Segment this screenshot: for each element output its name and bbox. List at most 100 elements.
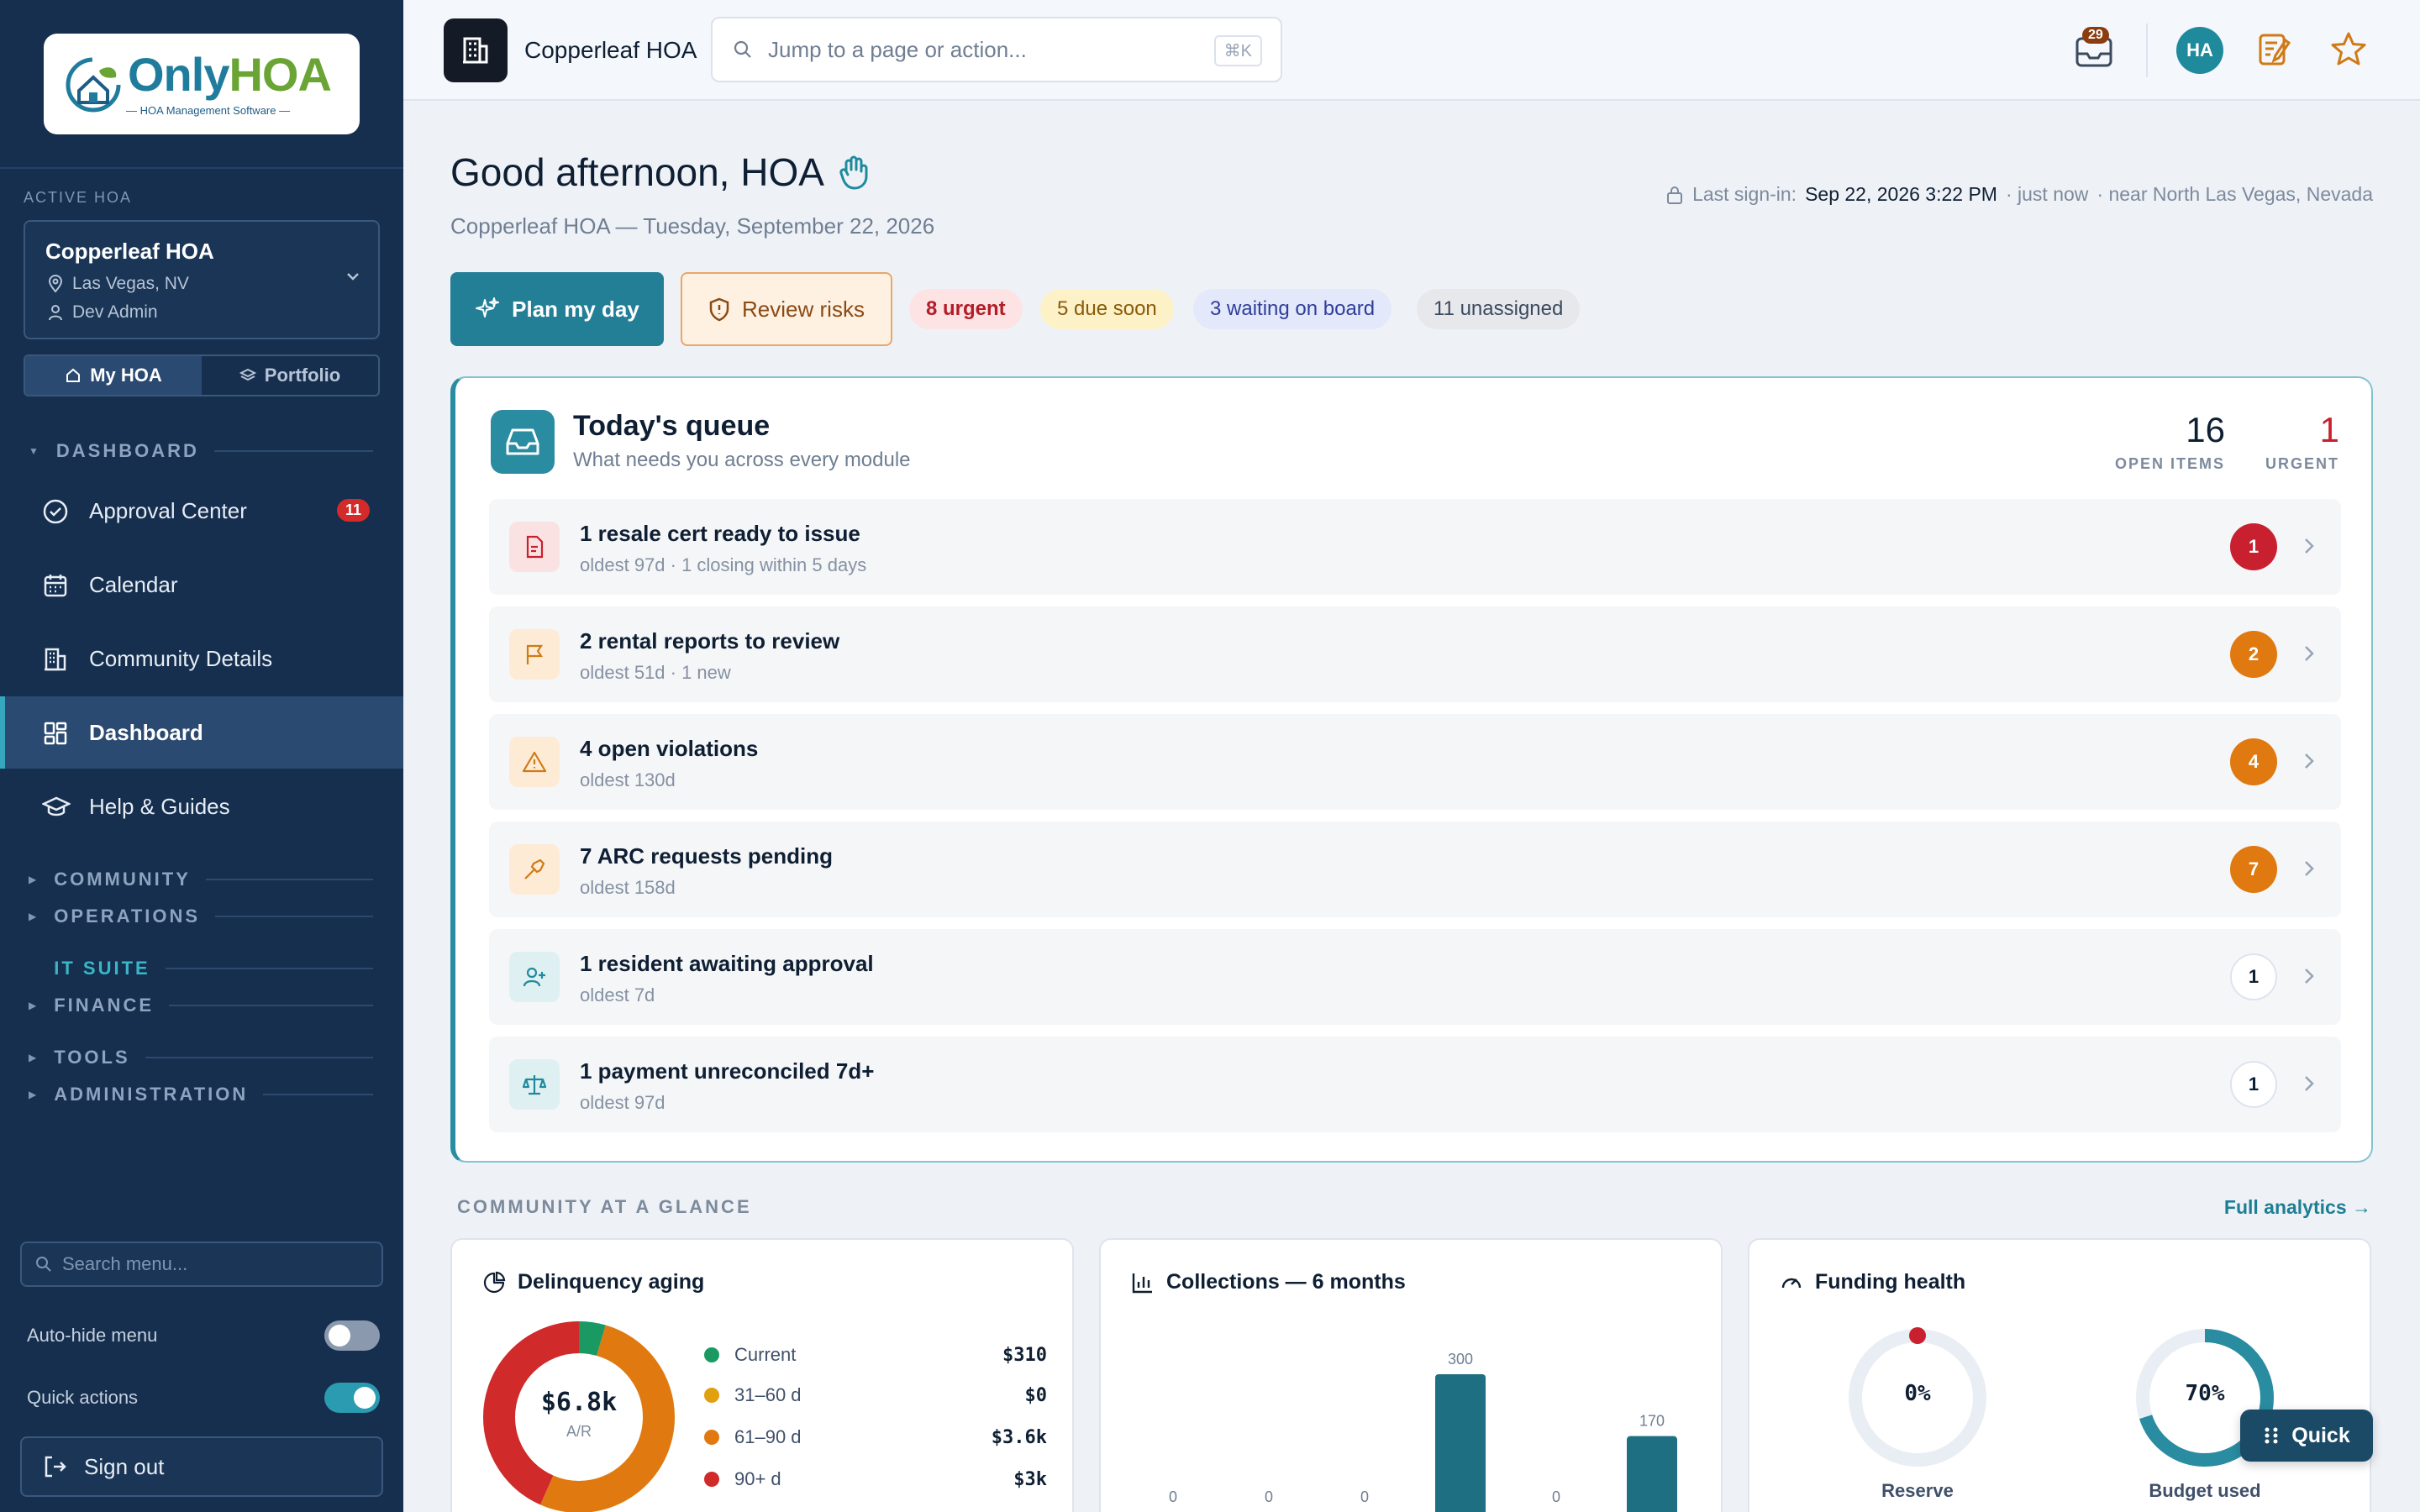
full-analytics-link[interactable]: Full analytics → bbox=[2223, 1196, 2371, 1218]
page-title: Good afternoon, HOA bbox=[450, 150, 871, 195]
map-pin-icon bbox=[48, 275, 63, 293]
user-plus-icon bbox=[509, 952, 560, 1002]
gauge-arc bbox=[2136, 1329, 2274, 1467]
gauge-icon bbox=[1781, 1278, 1802, 1288]
chevron-right-icon bbox=[2305, 969, 2314, 984]
flag-icon bbox=[509, 629, 560, 680]
sidebar-item-approval-center[interactable]: Approval Center 11 bbox=[0, 475, 403, 547]
star-icon[interactable] bbox=[2329, 30, 2368, 69]
menu-search-input[interactable]: Search menu... bbox=[20, 1242, 383, 1287]
open-items-stat: 16 OPEN ITEMS bbox=[2114, 410, 2225, 472]
urgent-stat: 1 URGENT bbox=[2265, 410, 2339, 472]
page-subtitle: Copperleaf HOA — Tuesday, September 22, … bbox=[450, 213, 935, 239]
inbox-button[interactable]: 29 bbox=[2074, 27, 2114, 69]
queue-row-payment[interactable]: 1 payment unreconciled 7d+ oldest 97d 1 bbox=[489, 1037, 2341, 1132]
queue-title: Today's queue bbox=[573, 410, 771, 442]
section-finance[interactable]: ▶ FINANCE bbox=[29, 995, 373, 1016]
sidebar-item-community-details[interactable]: Community Details bbox=[0, 622, 403, 695]
reserve-gauge bbox=[1849, 1327, 1986, 1467]
budget-value: 70% bbox=[2185, 1381, 2225, 1406]
queue-row-arc[interactable]: 7 ARC requests pending oldest 158d 7 bbox=[489, 822, 2341, 917]
org-icon[interactable] bbox=[444, 18, 508, 82]
due-soon-chip[interactable]: 5 due soon bbox=[1040, 289, 1174, 329]
calendar-icon bbox=[44, 575, 67, 597]
collections-bar-chart: 0 0 0 300 0 170 bbox=[1169, 1351, 1677, 1512]
queue-row-rental[interactable]: 2 rental reports to review oldest 51d · … bbox=[489, 606, 2341, 702]
section-dashboard[interactable]: ▼ DASHBOARD bbox=[29, 440, 373, 462]
app-logo[interactable]: OnlyHOA — HOA Management Software — bbox=[44, 34, 360, 134]
queue-row-resale[interactable]: 1 resale cert ready to issue oldest 97d … bbox=[489, 499, 2341, 595]
logo-wordmark: OnlyHOA bbox=[128, 48, 332, 101]
plan-my-day-button[interactable]: Plan my day bbox=[450, 272, 664, 346]
document-icon bbox=[509, 522, 560, 572]
caret-icon: ▶ bbox=[29, 1052, 39, 1063]
auto-hide-row: Auto-hide menu bbox=[27, 1320, 380, 1351]
command-search-input[interactable]: Jump to a page or action... ⌘K bbox=[711, 17, 1282, 82]
search-icon bbox=[36, 1257, 51, 1272]
queue-row-violations[interactable]: 4 open violations oldest 130d 4 bbox=[489, 714, 2341, 810]
shield-alert-icon bbox=[709, 297, 729, 322]
section-administration[interactable]: ▶ ADMINISTRATION bbox=[29, 1084, 373, 1105]
bar-label-5: 170 bbox=[1639, 1413, 1665, 1430]
graduation-cap-icon bbox=[42, 796, 71, 816]
active-hoa-label: ACTIVE HOA bbox=[24, 189, 133, 206]
bar-3 bbox=[1435, 1374, 1486, 1512]
building-icon bbox=[463, 37, 488, 64]
avatar[interactable]: HA bbox=[2176, 27, 2223, 74]
glance-section-title: COMMUNITY AT A GLANCE bbox=[457, 1196, 752, 1217]
funding-title: Funding health bbox=[1780, 1270, 1965, 1294]
scope-my-hoa-tab[interactable]: My HOA bbox=[25, 356, 202, 395]
bar-label-1: 0 bbox=[1265, 1488, 1273, 1505]
user-icon bbox=[49, 305, 62, 321]
quick-actions-toggle[interactable] bbox=[324, 1383, 380, 1413]
reserve-value: 0% bbox=[1904, 1381, 1931, 1406]
last-signin: Last sign-in: Sep 22, 2026 3:22 PM · jus… bbox=[1665, 183, 2373, 206]
sidebar-item-dashboard[interactable]: Dashboard bbox=[0, 696, 403, 769]
budget-label: Budget used bbox=[2149, 1480, 2261, 1501]
count-badge: 7 bbox=[2230, 846, 2277, 893]
chevron-right-icon bbox=[2305, 753, 2314, 769]
ar-label: A/R bbox=[566, 1423, 592, 1440]
queue-row-resident[interactable]: 1 resident awaiting approval oldest 7d 1 bbox=[489, 929, 2341, 1025]
logo-tagline: — HOA Management Software — bbox=[126, 104, 291, 117]
ar-total: $6.8k bbox=[540, 1388, 618, 1417]
chevron-right-icon bbox=[2305, 861, 2314, 876]
logout-icon bbox=[45, 1456, 66, 1478]
lock-icon bbox=[1667, 186, 1683, 204]
caret-icon: ▶ bbox=[29, 911, 39, 922]
section-tools[interactable]: ▶ TOOLS bbox=[29, 1047, 373, 1068]
grid-icon bbox=[44, 722, 67, 745]
scope-portfolio-tab[interactable]: Portfolio bbox=[202, 356, 378, 395]
sidebar-item-calendar[interactable]: Calendar bbox=[0, 549, 403, 621]
funding-card: Funding health 0% Reserve 70% Budget use… bbox=[1748, 1238, 2371, 1512]
hoa-user: Dev Admin bbox=[47, 302, 158, 323]
quick-actions-button[interactable]: Quick bbox=[2240, 1410, 2373, 1462]
section-operations[interactable]: ▶ OPERATIONS bbox=[29, 906, 373, 927]
hoa-switcher[interactable]: Copperleaf HOA Las Vegas, NV Dev Admin bbox=[24, 220, 380, 339]
warning-icon bbox=[509, 737, 560, 787]
review-risks-button[interactable]: Review risks bbox=[681, 272, 892, 346]
count-badge: 2 bbox=[2230, 631, 2277, 678]
scale-icon bbox=[509, 1059, 560, 1110]
waving-hand-icon bbox=[839, 155, 868, 190]
unassigned-chip[interactable]: 11 unassigned bbox=[1417, 289, 1581, 329]
caret-icon: ▶ bbox=[29, 963, 39, 974]
home-icon bbox=[66, 368, 81, 382]
sign-out-button[interactable]: Sign out bbox=[20, 1436, 383, 1497]
queue-subtitle: What needs you across every module bbox=[573, 449, 911, 471]
count-badge: 1 bbox=[2230, 1061, 2277, 1108]
urgent-chip[interactable]: 8 urgent bbox=[909, 289, 1023, 329]
gauge-marker bbox=[1909, 1327, 1926, 1344]
waiting-board-chip[interactable]: 3 waiting on board bbox=[1193, 289, 1392, 329]
hammer-icon bbox=[509, 844, 560, 895]
auto-hide-toggle[interactable] bbox=[324, 1320, 380, 1351]
grip-icon bbox=[2265, 1427, 2278, 1444]
legend-current: Current $310 bbox=[704, 1344, 1047, 1366]
notes-edit-icon[interactable] bbox=[2255, 30, 2294, 69]
bar-label-0: 0 bbox=[1169, 1488, 1177, 1505]
section-it-suite[interactable]: ▶IT SUITE bbox=[29, 958, 373, 979]
hoa-location: Las Vegas, NV bbox=[47, 274, 189, 294]
building-icon bbox=[45, 648, 66, 671]
section-community[interactable]: ▶ COMMUNITY bbox=[29, 869, 373, 890]
sidebar-item-help-guides[interactable]: Help & Guides bbox=[0, 770, 403, 843]
